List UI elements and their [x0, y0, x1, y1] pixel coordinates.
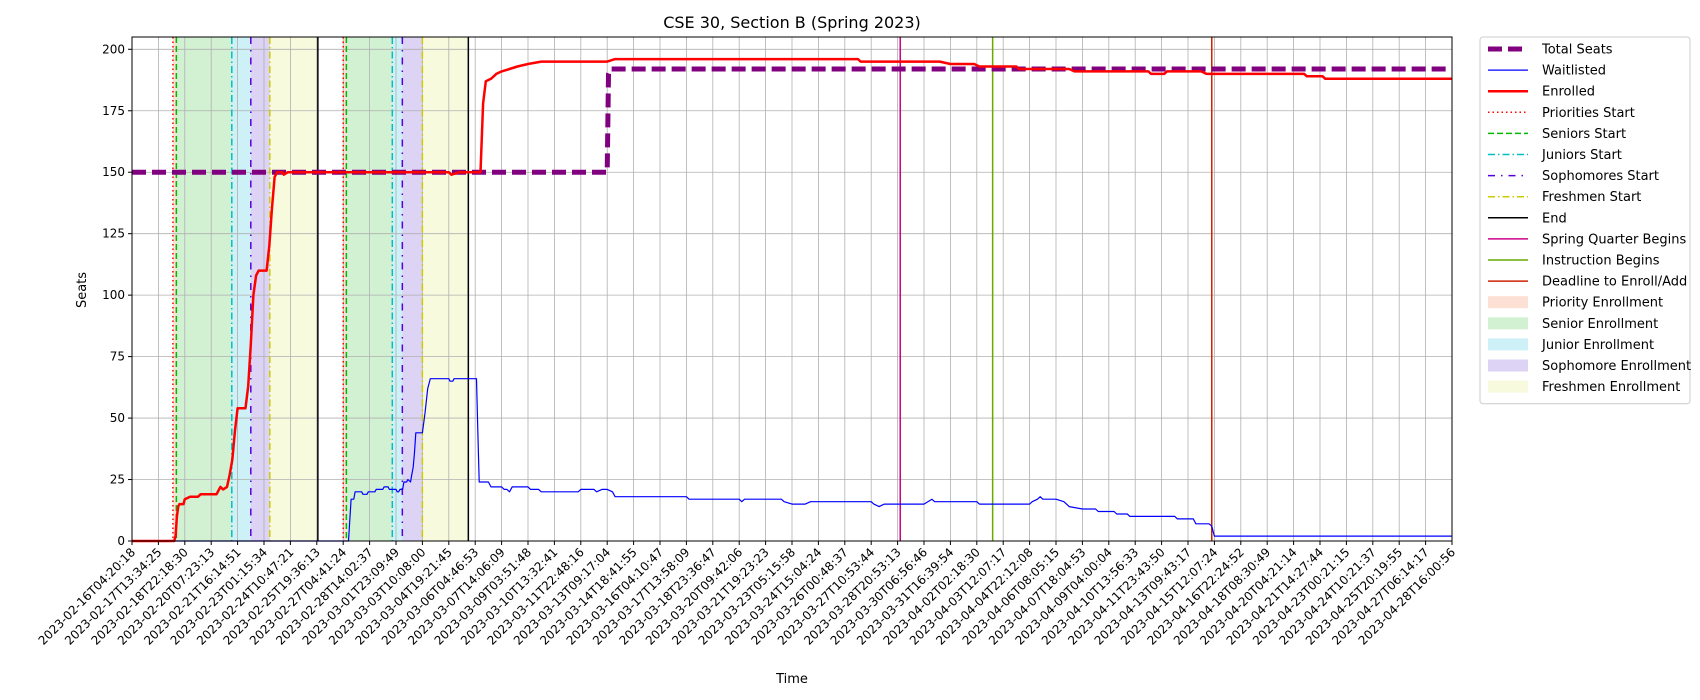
legend: Total Seats Waitlisted Enrolled Priorities …	[1479, 36, 1691, 405]
legend-swatch	[1488, 338, 1528, 351]
legend-swatch	[1488, 317, 1528, 330]
legend-label: Senior Enrollment	[1542, 317, 1658, 332]
legend-swatch	[1488, 359, 1528, 372]
legend-label: Total Seats	[1541, 43, 1613, 58]
phase-band-3-1	[402, 37, 423, 541]
legend-label: Spring Quarter Begins	[1542, 232, 1686, 247]
phase-band-0-1	[343, 37, 347, 541]
legend-label: Priority Enrollment	[1542, 296, 1663, 311]
legend-label: Sophomores Start	[1542, 169, 1659, 184]
chart-title: CSE 30, Section B (Spring 2023)	[663, 13, 921, 32]
y-tick-label: 100	[102, 288, 125, 302]
series-line-1	[132, 378, 1452, 542]
legend-label: Junior Enrollment	[1541, 338, 1654, 353]
legend-label: Priorities Start	[1542, 106, 1635, 121]
legend-label: Freshmen Start	[1542, 190, 1641, 205]
y-tick-label: 0	[117, 534, 125, 548]
legend-swatch	[1488, 380, 1528, 393]
phase-band-1-0	[176, 37, 232, 541]
phase-band-2-1	[392, 37, 403, 541]
series-line-2	[132, 57, 1452, 543]
legend-label: Instruction Begins	[1542, 254, 1660, 269]
y-tick-label: 150	[102, 165, 125, 179]
phase-band-3-0	[250, 37, 270, 541]
series-line-0	[132, 66, 1452, 175]
y-tick-label: 200	[102, 42, 125, 56]
legend-label: Juniors Start	[1541, 148, 1622, 163]
legend-label: Sophomore Enrollment	[1542, 359, 1691, 374]
y-axis-label: Seats	[75, 272, 90, 308]
legend-label: Seniors Start	[1542, 127, 1626, 142]
y-tick-label: 25	[110, 473, 125, 487]
legend-label: Deadline to Enroll/Add	[1542, 275, 1687, 290]
x-axis-label: Time	[775, 672, 808, 687]
legend-label: End	[1542, 211, 1567, 226]
phase-band-4-1	[422, 37, 469, 541]
plot-area: 02550751001251501752002023-02-16T04:20:1…	[36, 36, 1458, 648]
legend-label: Waitlisted	[1542, 64, 1606, 79]
legend-label: Freshmen Enrollment	[1542, 380, 1680, 395]
y-tick-label: 125	[102, 227, 125, 241]
legend-box	[1479, 36, 1691, 405]
legend-label: Enrolled	[1542, 85, 1595, 100]
y-tick-label: 75	[110, 350, 125, 364]
y-tick-label: 50	[110, 411, 125, 425]
phase-band-4-0	[269, 37, 318, 541]
phase-band-2-0	[231, 37, 251, 541]
legend-swatch	[1488, 296, 1528, 309]
y-tick-label: 175	[102, 104, 125, 118]
phase-band-0-0	[172, 37, 177, 541]
